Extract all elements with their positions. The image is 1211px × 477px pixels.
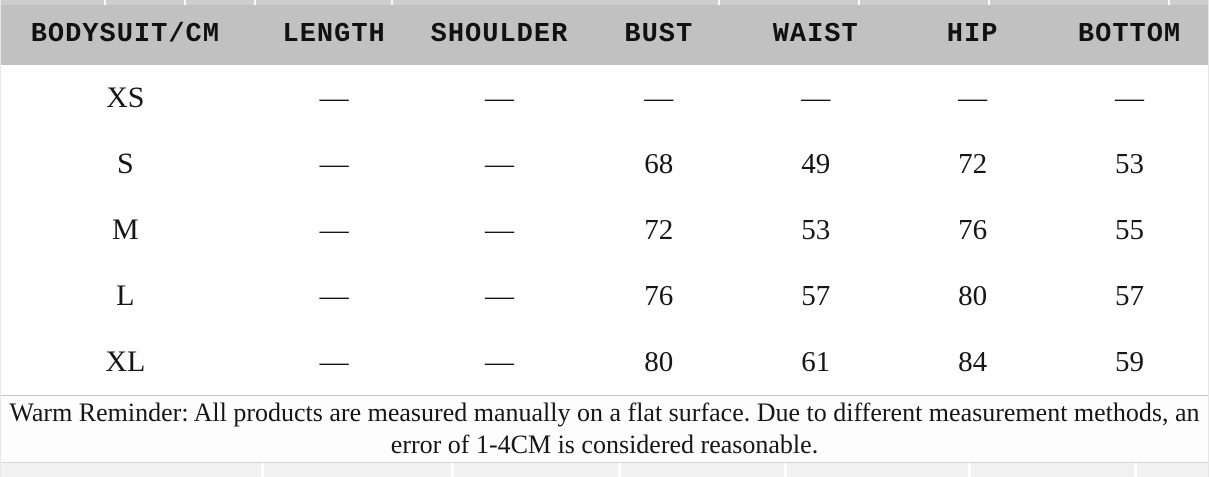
table-cell: — xyxy=(484,345,514,378)
cropped-row-above xyxy=(1,0,1208,5)
table-cell: — xyxy=(484,147,514,180)
table-row-xs: XS — — — — — — xyxy=(1,65,1208,131)
table-row-s: S — — 68 49 72 53 xyxy=(1,131,1208,197)
column-divider-tick xyxy=(858,0,860,5)
table-cell: — xyxy=(319,147,349,180)
table-cell: — xyxy=(1115,81,1145,114)
table-cell: — xyxy=(319,345,349,378)
size-label: M xyxy=(111,213,139,246)
column-divider-tick xyxy=(184,0,186,5)
column-header-hip: HIP xyxy=(894,5,1052,65)
table-row-l: L — — 76 57 80 57 xyxy=(1,263,1208,329)
table-cell: 76 xyxy=(958,213,988,246)
column-header-bottom: BOTTOM xyxy=(1051,5,1208,65)
column-divider-tick xyxy=(104,0,106,5)
table-cell: 80 xyxy=(644,345,674,378)
table-cell: 57 xyxy=(1115,279,1145,312)
table-row-m: M — — 72 53 76 55 xyxy=(1,197,1208,263)
table-cell: 49 xyxy=(801,147,831,180)
table-header-row: BODYSUIT/CM LENGTH SHOULDER BUST WAIST H… xyxy=(1,5,1208,65)
column-divider-tick xyxy=(451,463,454,477)
column-header-bust: BUST xyxy=(580,5,738,65)
table-cell: — xyxy=(644,81,674,114)
table-cell: — xyxy=(958,81,988,114)
size-label: S xyxy=(116,147,134,180)
column-header-length: LENGTH xyxy=(249,5,419,65)
warm-reminder-note: Warm Reminder: All products are measured… xyxy=(1,395,1208,462)
table-cell: — xyxy=(801,81,831,114)
column-divider-tick xyxy=(988,0,990,5)
column-header-waist: WAIST xyxy=(737,5,895,65)
table-row-xl: XL — — 80 61 84 59 xyxy=(1,329,1208,395)
table-cell: — xyxy=(484,279,514,312)
size-label: XL xyxy=(105,345,146,378)
table-cell: — xyxy=(484,81,514,114)
warm-reminder-line-1: Warm Reminder: All products are measured… xyxy=(9,398,1200,427)
table-cell: 55 xyxy=(1115,213,1145,246)
column-divider-tick xyxy=(254,0,256,5)
table-cell: 84 xyxy=(958,345,988,378)
table-cell: 53 xyxy=(801,213,831,246)
size-label: XS xyxy=(106,81,145,114)
table-cell: 72 xyxy=(958,147,988,180)
table-cell: 76 xyxy=(644,279,674,312)
cropped-row-below xyxy=(1,462,1208,477)
column-divider-tick xyxy=(1134,463,1137,477)
table-cell: 68 xyxy=(644,147,674,180)
column-divider-tick xyxy=(718,0,720,5)
column-header-bodysuit-cm: BODYSUIT/CM xyxy=(1,5,250,65)
table-cell: — xyxy=(484,213,514,246)
column-divider-tick xyxy=(261,463,264,477)
table-cell: 80 xyxy=(958,279,988,312)
column-header-shoulder: SHOULDER xyxy=(418,5,581,65)
column-divider-tick xyxy=(968,463,971,477)
table-cell: — xyxy=(319,213,349,246)
column-divider-tick xyxy=(784,463,787,477)
table-cell: 53 xyxy=(1115,147,1145,180)
table-cell: — xyxy=(319,81,349,114)
size-label: L xyxy=(116,279,135,312)
table-cell: — xyxy=(319,279,349,312)
warm-reminder-line-2: error of 1-4CM is considered reasonable. xyxy=(390,430,819,459)
column-divider-tick xyxy=(618,463,621,477)
table-cell: 72 xyxy=(644,213,674,246)
table-cell: 57 xyxy=(801,279,831,312)
size-table: BODYSUIT/CM LENGTH SHOULDER BUST WAIST H… xyxy=(1,5,1208,395)
table-cell: 59 xyxy=(1115,345,1145,378)
table-cell: 61 xyxy=(801,345,831,378)
column-divider-tick xyxy=(1168,0,1170,5)
column-divider-tick xyxy=(391,0,393,5)
